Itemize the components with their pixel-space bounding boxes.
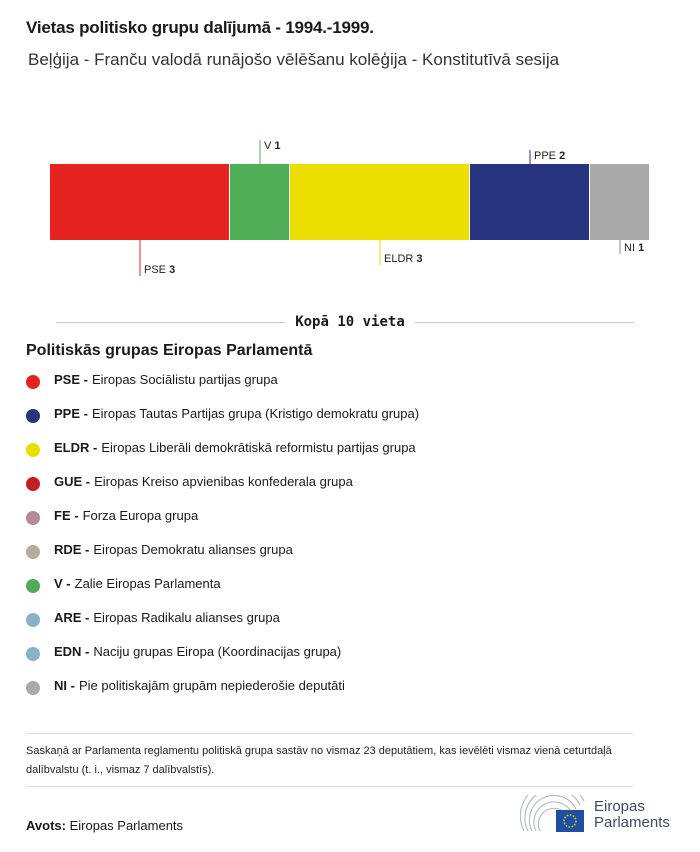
legend-dot-icon (26, 579, 40, 593)
legend-abbr: NI - (54, 678, 75, 693)
footnote: Saskaņā ar Parlamenta reglamentu politis… (26, 745, 612, 776)
bar-label: V 1 (264, 140, 281, 152)
legend-name: Naciju grupas Eiropa (Koordinacijas grup… (93, 644, 342, 659)
total-label: Kopā 10 vieta (285, 314, 415, 330)
legend-name: Eiropas Sociālistu partijas grupa (91, 372, 278, 387)
stacked-bar-chart: PSE 3 V 1 ELDR 3 PPE 2 NI 1 (50, 140, 649, 276)
legend-name: Eiropas Liberāli demokrātiskā reformistu… (101, 440, 416, 455)
legend-item: V - Zalie Eiropas Parlamenta (26, 576, 419, 610)
bar-segment-eldr (290, 164, 469, 240)
legend-item: RDE - Eiropas Demokratu alianses grupa (26, 542, 419, 576)
source: Avots: Eiropas Parlaments (26, 818, 183, 833)
legend-item: PSE - Eiropas Sociālistu partijas grupa (26, 372, 419, 406)
total-seats: Kopā 10 vieta (0, 312, 700, 332)
legend-name: Eiropas Kreiso apvienibas konfederala gr… (94, 474, 353, 489)
legend-abbr: ELDR - (54, 440, 98, 455)
legend-name: Pie politiskajām grupām nepiederošie dep… (78, 678, 345, 693)
legend-item: PPE - Eiropas Tautas Partijas grupa (Kris… (26, 406, 419, 440)
chart-subtitle: Beļģija - Franču valodā runājošo vēlēšan… (28, 50, 560, 69)
legend-name: Zalie Eiropas Parlamenta (74, 576, 221, 591)
source-label: Avots: (26, 818, 66, 833)
legend-name: Eiropas Radikalu alianses grupa (93, 610, 280, 625)
european-parliament-logo: Eiropas Parlaments (520, 795, 670, 835)
legend: PSE - Eiropas Sociālistu partijas grupa PP… (26, 372, 419, 712)
legend-dot-icon (26, 443, 40, 457)
legend-abbr: FE - (54, 508, 79, 523)
bar-segment-v (230, 164, 289, 240)
source-value: Eiropas Parlaments (69, 818, 184, 833)
legend-abbr: GUE - (54, 474, 91, 489)
legend-dot-icon (26, 613, 40, 627)
legend-dot-icon (26, 511, 40, 525)
legend-name: Eiropas Tautas Partijas grupa (Kristigo … (91, 406, 420, 421)
bar-label: PSE 3 (144, 264, 175, 276)
legend-item: FE - Forza Europa grupa (26, 508, 419, 542)
bar-segment-pse (50, 164, 229, 240)
bar-label: PPE 2 (534, 150, 565, 162)
legend-dot-icon (26, 375, 40, 389)
legend-abbr: EDN - (54, 644, 90, 659)
bar-segment-ppe (470, 164, 589, 240)
legend-name: Forza Europa grupa (82, 508, 199, 523)
legend-dot-icon (26, 681, 40, 695)
legend-abbr: PSE - (54, 372, 88, 387)
legend-dot-icon (26, 545, 40, 559)
logo-line-2: Parlaments (594, 814, 670, 831)
legend-abbr: V - (54, 576, 71, 591)
legend-item: EDN - Naciju grupas Eiropa (Koordinacijas… (26, 644, 419, 678)
legend-dot-icon (26, 409, 40, 423)
legend-title: Politiskās grupas Eiropas Parlamentā (26, 342, 313, 359)
legend-item: ARE - Eiropas Radikalu alianses grupa (26, 610, 419, 644)
divider (26, 733, 633, 734)
legend-dot-icon (26, 477, 40, 491)
divider (26, 786, 633, 787)
chart-title: Vietas politisko grupu dalījumā - 1994.-… (26, 18, 374, 37)
bar-label: NI 1 (624, 242, 644, 254)
legend-abbr: ARE - (54, 610, 90, 625)
logo-line-1: Eiropas (594, 798, 645, 815)
legend-item: GUE - Eiropas Kreiso apvienibas konfedera… (26, 474, 419, 508)
legend-name: Eiropas Demokratu alianses grupa (93, 542, 293, 557)
legend-abbr: PPE - (54, 406, 88, 421)
legend-abbr: RDE - (54, 542, 90, 557)
parliament-hemicycle-icon (520, 795, 585, 832)
bar-segment-ni (590, 164, 649, 240)
bar-label: ELDR 3 (384, 253, 423, 265)
legend-item: ELDR - Eiropas Liberāli demokrātiskā refo… (26, 440, 419, 474)
legend-item: NI - Pie politiskajām grupām nepiederošie… (26, 678, 419, 712)
legend-dot-icon (26, 647, 40, 661)
